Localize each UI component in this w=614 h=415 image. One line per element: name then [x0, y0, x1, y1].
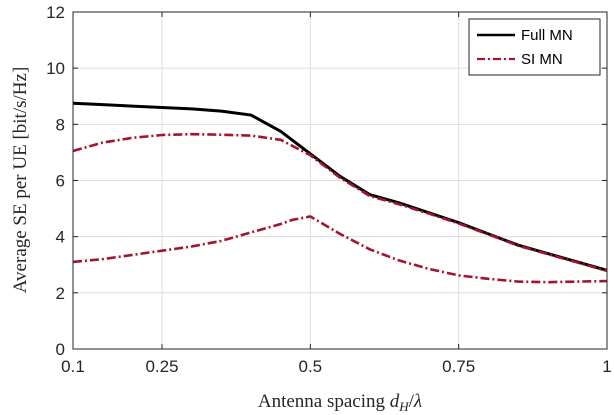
y-tick-label: 0 [56, 340, 65, 359]
y-tick-label: 8 [56, 115, 65, 134]
y-tick-label: 4 [56, 228, 65, 247]
series-si-mn-lower [72, 215, 608, 284]
y-tick-label: 12 [46, 3, 65, 22]
x-tick-label: 0.5 [299, 357, 323, 376]
x-tick-label: 1 [602, 357, 611, 376]
series-si-mn-upper [72, 132, 608, 273]
x-axis-ticks: 0.1 0.25 0.5 0.75 1 [61, 12, 612, 376]
legend-box [468, 18, 601, 76]
legend: Full MN SI MN [468, 18, 601, 76]
y-tick-label: 10 [46, 59, 65, 78]
x-tick-label: 0.1 [61, 357, 85, 376]
legend-label-full-mn: Full MN [521, 27, 573, 44]
series-lines [72, 101, 608, 284]
y-axis-label: Average SE per UE [bit/s/Hz] [10, 67, 31, 294]
x-axis-label: Antenna spacing dH/λ [258, 391, 422, 414]
y-axis-ticks: 0 2 4 6 8 10 12 [46, 3, 607, 359]
legend-label-si-mn: SI MN [521, 51, 563, 68]
y-tick-label: 2 [56, 284, 65, 303]
x-tick-label: 0.75 [442, 357, 475, 376]
x-tick-label: 0.25 [145, 357, 178, 376]
y-tick-label: 6 [56, 172, 65, 191]
